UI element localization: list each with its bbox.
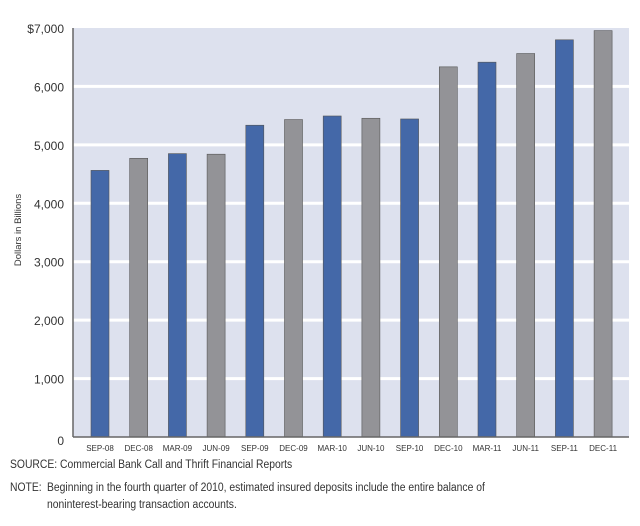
bar-dec-09 <box>284 119 303 438</box>
y-tick-label: 0 <box>57 434 64 448</box>
x-tick-label: JUN-10 <box>357 444 385 453</box>
x-tick-label: JUN-09 <box>203 444 231 453</box>
plot-background <box>73 28 629 437</box>
x-tick-label: DEC-08 <box>124 444 153 453</box>
y-tick-label: 4,000 <box>34 197 64 211</box>
y-tick-label: 3,000 <box>34 256 64 270</box>
y-axis-label: Dollars in Billions <box>13 194 24 267</box>
y-tick-label: 6,000 <box>34 80 64 94</box>
note-text-line2: noninterest-bearing transaction accounts… <box>47 499 237 511</box>
bar-mar-10 <box>322 115 342 438</box>
bar-dec-08 <box>129 157 148 438</box>
bar-mar-11 <box>477 61 497 438</box>
source-note: SOURCE: Commercial Bank Call and Thrift … <box>10 459 293 471</box>
bar-mar-09 <box>168 153 187 438</box>
x-tick-label: DEC-09 <box>279 444 308 453</box>
note-label: NOTE: <box>10 482 42 494</box>
x-tick-label: SEP-11 <box>551 444 579 453</box>
bar-sep-08 <box>90 170 110 438</box>
y-tick-label: 1,000 <box>34 373 64 387</box>
bar-sep-09 <box>245 124 265 438</box>
bar-jun-11 <box>516 53 536 438</box>
bar-jun-09 <box>206 153 226 438</box>
bar-jun-10 <box>361 117 381 438</box>
note-text-line1: Beginning in the fourth quarter of 2010,… <box>47 482 485 494</box>
x-tick-label: MAR-09 <box>163 444 193 453</box>
y-tick-label: 5,000 <box>34 139 64 153</box>
bar-sep-10 <box>400 118 419 438</box>
x-tick-label: SEP-09 <box>241 444 269 453</box>
x-tick-label: MAR-10 <box>318 444 348 453</box>
x-tick-label: SEP-10 <box>396 444 424 453</box>
y-tick-label: 2,000 <box>34 314 64 328</box>
x-tick-label: MAR-11 <box>473 444 502 453</box>
bar-sep-11 <box>555 39 574 438</box>
bar-dec-10 <box>438 66 458 438</box>
bar-dec-11 <box>593 30 613 438</box>
x-tick-label: DEC-10 <box>434 444 463 453</box>
x-tick-label: DEC-11 <box>589 444 617 453</box>
y-tick-label: $7,000 <box>27 22 64 36</box>
x-tick-label: JUN-11 <box>512 444 539 453</box>
x-tick-label: SEP-08 <box>86 444 114 453</box>
